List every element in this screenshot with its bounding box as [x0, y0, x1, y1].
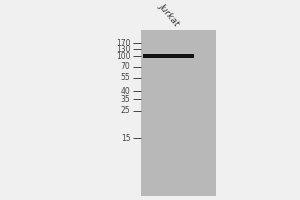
- Text: 70: 70: [121, 62, 130, 71]
- Text: 15: 15: [121, 134, 130, 143]
- Text: 55: 55: [121, 73, 130, 82]
- Bar: [142, 54, 194, 58]
- Text: 35: 35: [121, 95, 130, 104]
- Text: 170: 170: [116, 39, 130, 48]
- Bar: [141, 30, 216, 196]
- Text: Jurkat: Jurkat: [158, 1, 182, 27]
- Text: 130: 130: [116, 45, 130, 54]
- Text: 40: 40: [121, 87, 130, 96]
- Text: 25: 25: [121, 106, 130, 115]
- Text: 100: 100: [116, 52, 130, 61]
